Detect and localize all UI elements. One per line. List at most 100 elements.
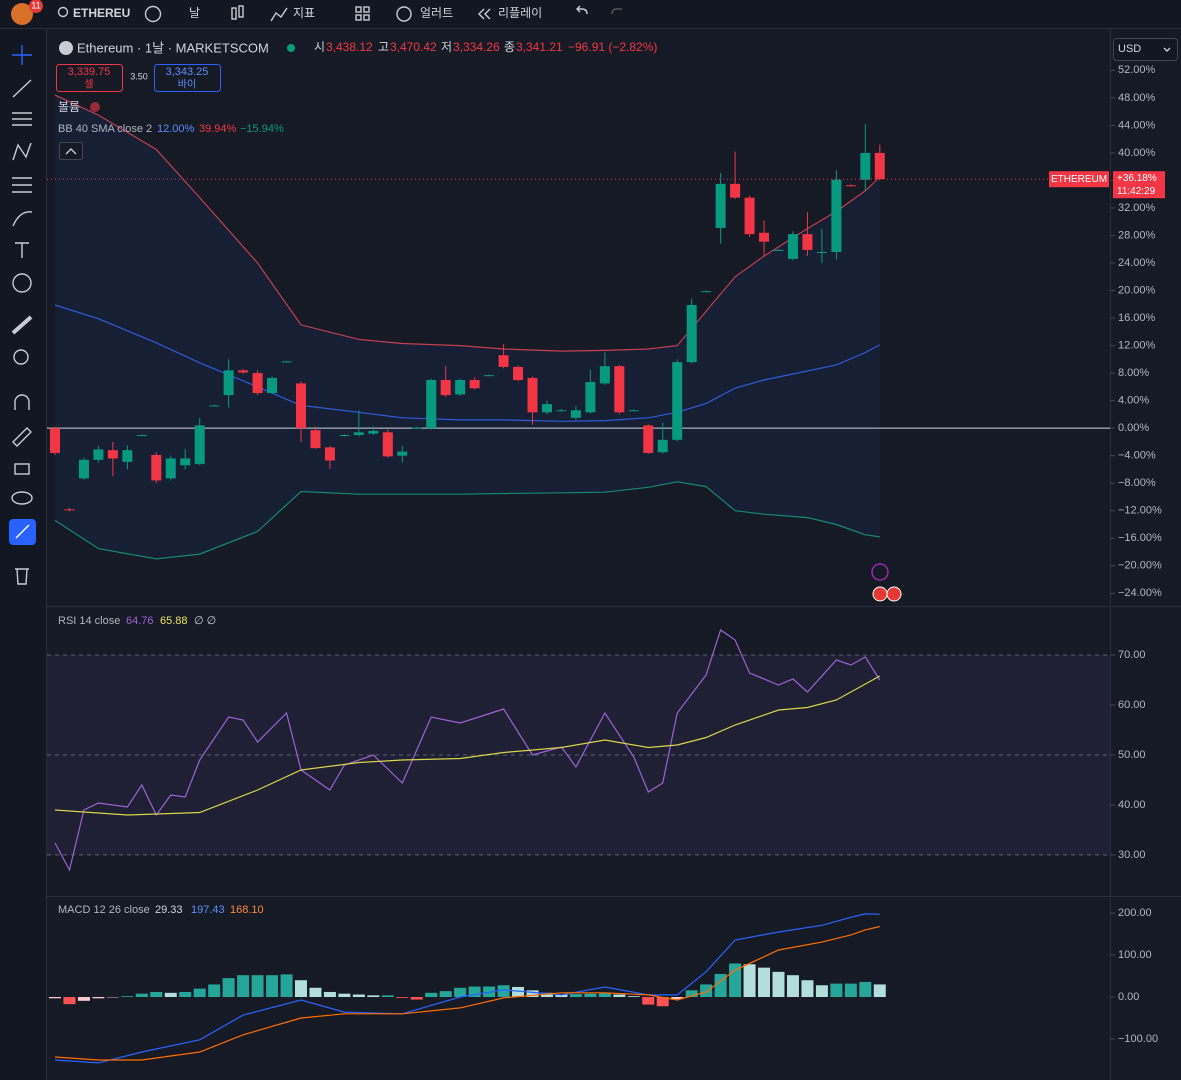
macd-label: MACD 12 26 close <box>58 904 150 916</box>
y-tick-label: 40.00 <box>1118 799 1146 811</box>
undo[interactable] <box>576 5 588 15</box>
candle-body <box>816 252 827 254</box>
histogram-bar <box>844 983 857 998</box>
redo[interactable] <box>611 8 622 15</box>
histogram-bar <box>150 991 163 998</box>
measure-tool[interactable] <box>11 315 33 335</box>
histogram-bar <box>193 988 206 998</box>
currency: USD <box>1118 43 1141 55</box>
zoom-tool[interactable] <box>13 349 29 365</box>
crosshair-tool[interactable] <box>12 45 32 65</box>
forecast-tool[interactable] <box>12 177 32 193</box>
sell-price: 3,339.75 <box>68 66 111 78</box>
indicators[interactable]: 지표 <box>293 6 315 20</box>
magnet-tool[interactable] <box>14 394 30 410</box>
search-icon[interactable] <box>57 6 69 18</box>
draw-lock[interactable] <box>12 427 32 447</box>
add-symbol[interactable] <box>144 5 162 23</box>
rsi-value: 64.76 <box>126 615 154 627</box>
macd-value: 197.43 <box>191 904 225 916</box>
open-value: 3,438.12 <box>326 40 373 54</box>
change: −96.91 (−2.82%) <box>568 40 657 54</box>
price-tag <box>1113 171 1165 199</box>
histogram-bar <box>49 997 61 999</box>
y-tick-label: −20.00% <box>1118 560 1162 572</box>
dropdown-arrow <box>1163 47 1171 52</box>
y-tick-label: −12.00% <box>1118 505 1162 517</box>
sell-button[interactable] <box>56 64 123 92</box>
fib-tool[interactable] <box>12 112 32 126</box>
histogram-bar <box>540 992 553 998</box>
histogram-bar <box>801 980 814 998</box>
y-tick-label: 30.00 <box>1118 849 1146 861</box>
candle-body <box>353 432 364 436</box>
y-tick-label: 44.00% <box>1118 119 1156 131</box>
currency-select[interactable] <box>1113 38 1178 61</box>
chart-type[interactable] <box>231 7 237 20</box>
candle-body <box>730 183 741 198</box>
event-flag[interactable] <box>886 586 902 602</box>
layout-icon[interactable] <box>355 6 362 13</box>
histogram-bar <box>179 991 192 998</box>
candle-body <box>599 366 610 384</box>
histogram-bar <box>323 991 336 998</box>
pattern-tool[interactable] <box>12 142 32 161</box>
histogram-bar <box>526 990 539 998</box>
badge <box>29 0 43 13</box>
candle-body <box>860 152 871 180</box>
candle-body <box>672 362 683 440</box>
candle-body <box>368 430 379 434</box>
y-tick-label: −4.00% <box>1118 450 1156 462</box>
y-tick-label: −16.00% <box>1118 532 1162 544</box>
y-tick-label: 50.00 <box>1118 749 1146 761</box>
y-tick-label: 48.00% <box>1118 92 1156 104</box>
replay[interactable]: 리플레이 <box>498 6 542 20</box>
collapse-button[interactable] <box>59 142 83 160</box>
text-tool[interactable] <box>15 242 29 258</box>
candle-body <box>570 410 581 418</box>
event-flag[interactable] <box>872 586 888 602</box>
candle-body <box>180 458 191 466</box>
chart-type <box>238 5 244 18</box>
symbol[interactable]: ETHEREU <box>73 6 130 20</box>
delete-tool[interactable] <box>15 568 29 585</box>
candle-body <box>585 382 596 413</box>
histogram-bar <box>786 975 799 998</box>
rsi-extra: ∅ ∅ <box>194 615 216 627</box>
buy-label: 바이 <box>178 79 196 91</box>
hide-tool[interactable] <box>11 491 33 505</box>
alert[interactable]: 얼러트 <box>420 6 453 20</box>
lock-tool[interactable] <box>14 463 30 475</box>
emoji-tool[interactable] <box>12 273 32 293</box>
y-tick-label: 12.00% <box>1118 339 1156 351</box>
event-icon[interactable] <box>871 563 889 581</box>
plot: 52.00%48.00%44.00%40.00%36.00%32.00%28.0… <box>47 64 1165 1064</box>
y-tick-label: −100.00 <box>1118 1033 1158 1045</box>
avatar[interactable] <box>11 3 33 25</box>
y-tick-label: 100.00 <box>1118 949 1152 961</box>
brush-tool[interactable] <box>12 211 33 227</box>
histogram-bar <box>237 975 250 998</box>
candle-body <box>527 377 538 413</box>
buy-button[interactable] <box>154 64 221 92</box>
histogram-bar <box>859 981 872 998</box>
price-tag-time: 11:42:29 <box>1117 186 1156 197</box>
histogram-bar <box>613 994 626 998</box>
interval[interactable]: 날 <box>189 6 200 20</box>
y-tick-label: 0.00 <box>1118 991 1139 1003</box>
candle-body <box>773 249 784 251</box>
histogram-bar <box>410 997 423 1000</box>
line-tool[interactable] <box>12 79 32 98</box>
alert-icon[interactable] <box>396 6 412 22</box>
link-icon <box>15 524 30 539</box>
candle-body <box>194 425 205 464</box>
replay-icon[interactable] <box>478 8 491 20</box>
indicator-icon[interactable] <box>270 7 288 22</box>
price-tag-value: +36.18% <box>1117 173 1157 184</box>
y-tick-label: 24.00% <box>1118 257 1156 269</box>
candle-body <box>541 404 552 413</box>
histogram-bar <box>309 987 322 998</box>
histogram-bar <box>294 980 307 998</box>
